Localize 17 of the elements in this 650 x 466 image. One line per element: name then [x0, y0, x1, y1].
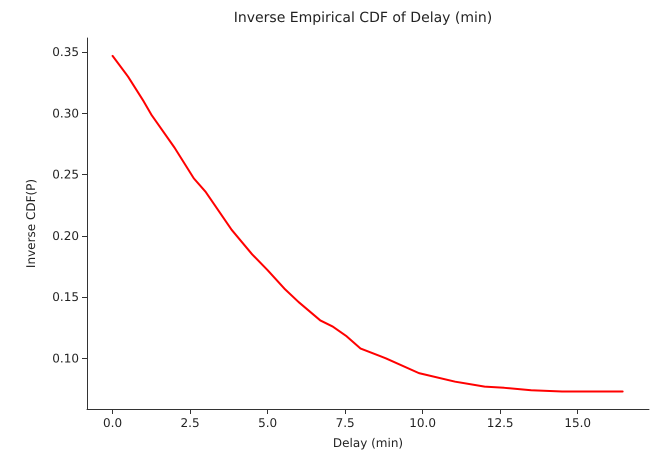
x-tick-label: 15.0	[564, 416, 592, 430]
y-tick-label: 0.25	[52, 168, 79, 182]
line-series	[112, 54, 624, 392]
x-tick-label: 10.0	[409, 416, 436, 430]
y-tick-label: 0.15	[52, 290, 79, 304]
y-tick-label: 0.10	[52, 351, 79, 366]
x-tick-label: 5.0	[258, 416, 278, 430]
y-tick-label: 0.35	[52, 45, 79, 60]
x-axis-title: Delay (min)	[332, 436, 404, 450]
chart-title: Inverse Empirical CDF of Delay (min)	[234, 10, 492, 26]
y-tick-label: 0.30	[52, 106, 79, 120]
x-tick-label: 7.5	[336, 416, 355, 430]
x-tick-label: 12.5	[486, 416, 514, 430]
y-axis-title: Inverse CDF(P)	[24, 178, 38, 268]
x-tick-label: 2.5	[180, 416, 200, 430]
y-tick-label: 0.20	[52, 228, 79, 243]
x-tick-label: 0.0	[103, 416, 122, 430]
